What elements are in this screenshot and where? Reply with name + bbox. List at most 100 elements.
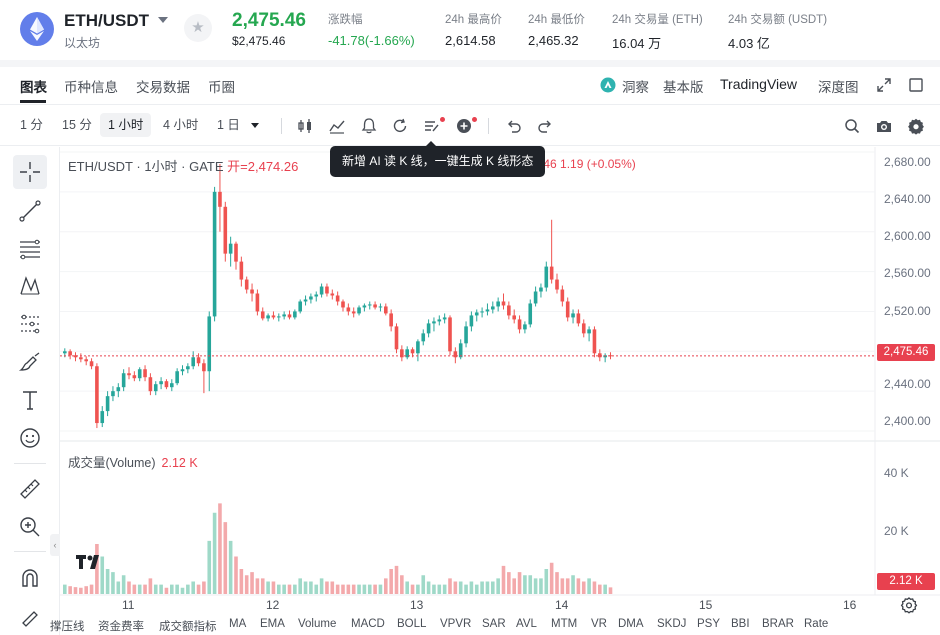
settings-icon[interactable] [907,117,925,135]
replay-icon[interactable] [391,117,409,135]
tab-trade-data[interactable]: 交易数据 [136,80,190,95]
undo-icon[interactable] [505,117,523,135]
volume-bar [517,572,522,594]
zoom-tool[interactable] [13,510,47,544]
search-icon[interactable] [843,117,861,135]
chevron-down-icon[interactable] [251,123,259,128]
redo-icon[interactable] [536,117,554,135]
trendline-tool[interactable] [13,194,47,228]
indicator-macd[interactable]: MACD [351,618,385,630]
interval-1h[interactable]: 1 小时 [100,113,152,137]
indicator-ema[interactable]: EMA [260,618,285,630]
interval-1d[interactable]: 1 日 [217,118,240,132]
add-icon[interactable] [455,117,473,135]
volume-bar [549,562,554,594]
tab-coin-info[interactable]: 币种信息 [64,80,118,95]
interval-1m[interactable]: 1 分 [20,118,43,132]
tab-community[interactable]: 币圈 [208,80,235,95]
indicator-icon[interactable] [328,117,346,135]
candle-body [84,359,88,362]
tab-insight[interactable]: 洞察 [622,80,649,95]
candle-body [384,306,388,314]
pair-name[interactable]: ETH/USDT [64,11,149,30]
candle-body [501,301,506,306]
volume-bar [528,575,533,594]
tab-depth[interactable]: 深度图 [818,80,859,95]
interval-15m[interactable]: 15 分 [62,118,92,132]
time-tick: 11 [122,598,135,612]
volume-bar [314,584,319,594]
candle-body [539,287,543,292]
volume-legend: 成交量(Volume) 2.12 K [68,452,198,471]
window-icon[interactable] [909,78,923,92]
magnet-tool[interactable] [13,561,47,595]
candle-body [587,329,591,334]
brush-tool[interactable] [13,345,47,379]
candle-body [458,343,463,358]
candle-body [598,353,602,358]
collapse-toolbar-icon[interactable]: ‹ [50,534,60,556]
indicator-sar[interactable]: SAR [482,618,506,630]
indicator-vpvr[interactable]: VPVR [440,618,472,630]
alert-icon[interactable] [360,117,378,135]
tab-basic[interactable]: 基本版 [663,80,704,95]
text-tool[interactable] [13,383,47,417]
projection-tool[interactable] [13,307,47,341]
crosshair-icon [20,162,40,182]
stat-label: 24h 最高价 [445,14,502,26]
star-icon[interactable]: ★ [184,14,212,42]
candle-type-icon[interactable] [296,117,314,135]
stat-low: 24h 最低价 2,465.32 [528,11,585,48]
volume-bar [341,584,345,594]
candle-body [132,375,137,379]
indicator-vr[interactable]: VR [591,618,607,630]
volume-bar [523,575,527,594]
camera-icon[interactable] [875,117,893,135]
indicator-dma[interactable]: DMA [618,618,644,630]
volume-bar [539,578,543,594]
fib-tool[interactable] [13,232,47,266]
candle-body [549,266,554,280]
indicator-mtm[interactable]: MTM [551,618,578,630]
candlestick-chart[interactable] [60,147,940,615]
indicator-psy[interactable]: PSY [697,618,721,630]
candle-body [480,311,484,313]
indicator-bbi[interactable]: BBI [731,618,750,630]
legend-title: ETH/USDT · 1小时 · GATE [68,159,224,174]
candle-body [207,316,212,372]
indicator-volume[interactable]: Volume [298,618,337,630]
indicator-turnover[interactable]: 成交额指标 [159,621,217,633]
time-tick: 15 [699,598,713,612]
candle-body [111,391,115,397]
candle-body [565,301,570,318]
tab-tradingview[interactable]: TradingView [720,76,798,92]
pair-dropdown-icon[interactable] [158,17,168,23]
indicator-skdj[interactable]: SKDJ [657,618,687,630]
indicator-support-resistance[interactable]: 撑压线 [50,621,85,633]
candle-body [202,363,206,372]
indicator-boll[interactable]: BOLL [397,618,427,630]
indicator-funding-rate[interactable]: 资金费率 [98,621,144,633]
candle-body [148,377,153,392]
volume-bar [367,584,372,594]
candle-body [581,323,586,334]
emoji-tool[interactable] [13,421,47,455]
indicator-brar[interactable]: BRAR [762,618,794,630]
lock-drawing-tool[interactable] [13,599,47,633]
candle-body [528,303,533,325]
interval-4h[interactable]: 4 小时 [163,118,199,132]
crosshair-tool[interactable] [13,155,47,189]
gear-icon[interactable] [900,596,918,614]
expand-icon[interactable] [877,78,891,92]
volume-bar [389,569,393,594]
price-tick: 2,560.00 [884,266,931,280]
ai-icon[interactable] [423,117,441,135]
tab-chart[interactable]: 图表 [20,80,47,95]
indicator-rate[interactable]: Rate [804,618,829,630]
volume-bar [565,578,570,594]
candle-body [196,357,201,364]
indicator-avl[interactable]: AVL [516,618,537,630]
ruler-tool[interactable] [13,472,47,506]
pattern-tool[interactable] [13,269,47,303]
indicator-ma[interactable]: MA [229,618,247,630]
